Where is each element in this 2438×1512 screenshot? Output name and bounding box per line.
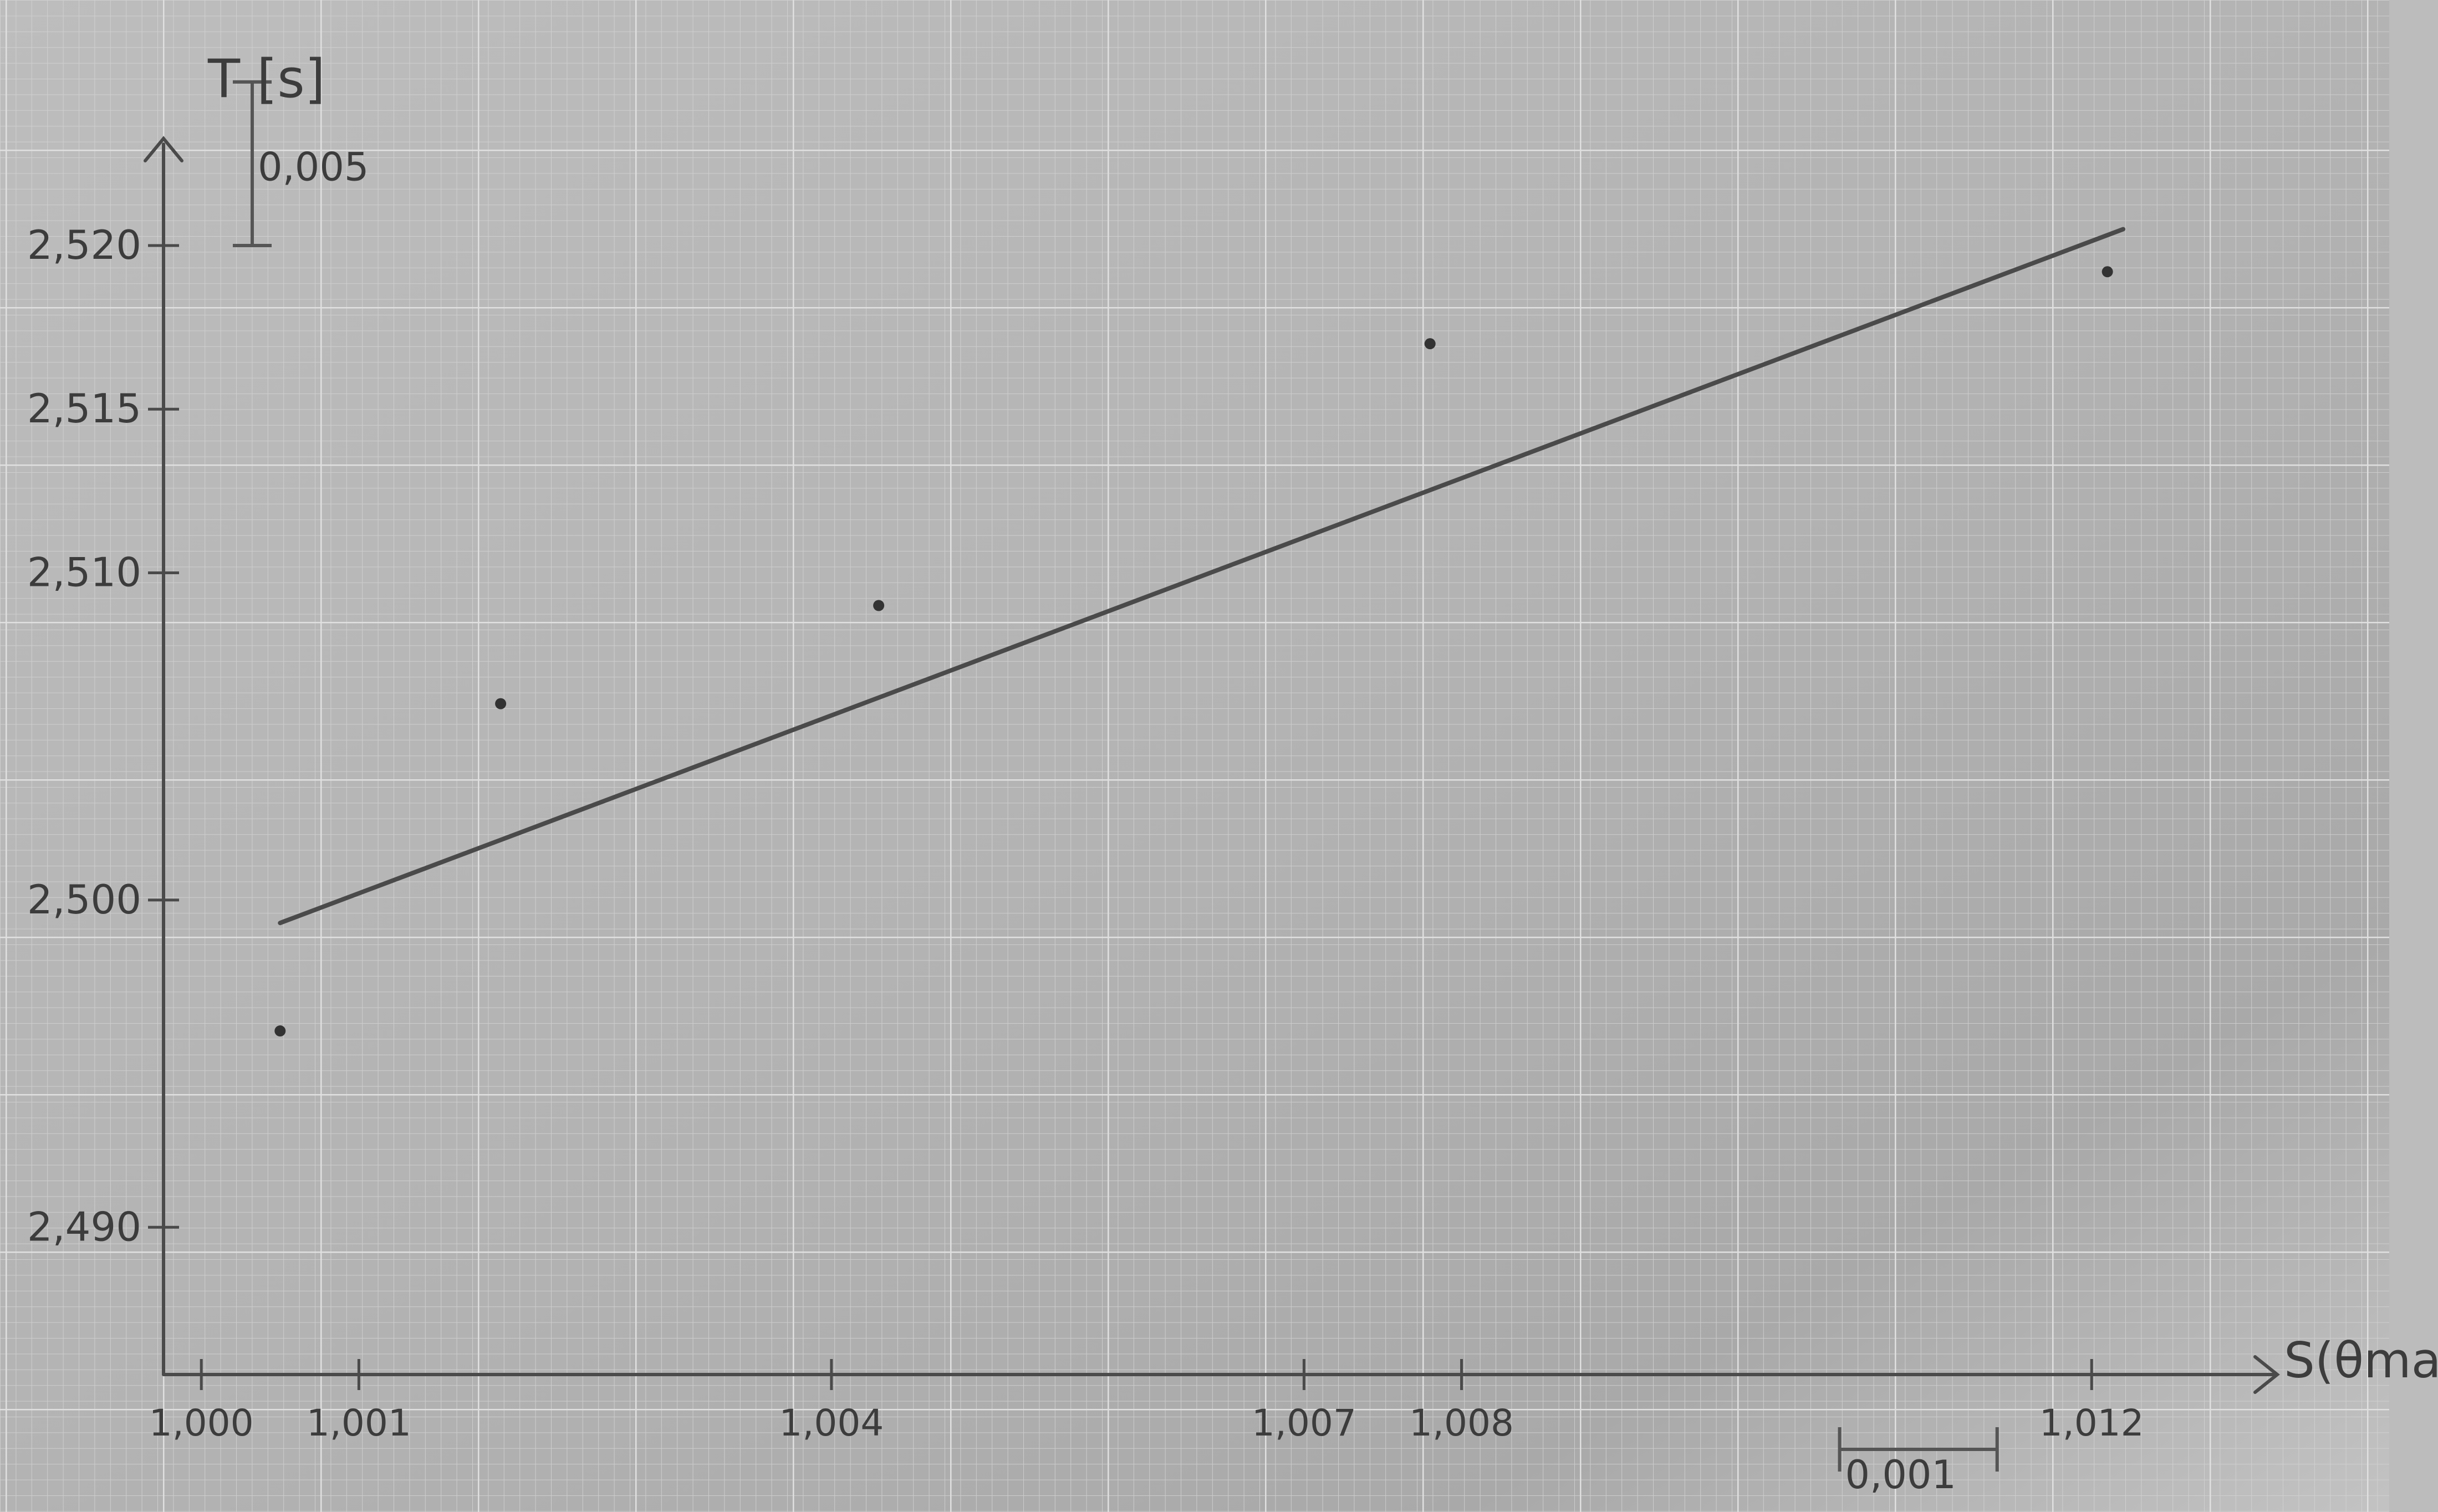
- y-tick-label-1: 2,500: [27, 876, 141, 923]
- y-axis-label: T [s]: [207, 49, 325, 110]
- x-tick-label-5: 1,012: [2039, 1402, 2144, 1444]
- data-point-1: [495, 698, 507, 709]
- fit-line-group: [278, 227, 2126, 926]
- data-points: [274, 266, 2113, 1037]
- x-tick-label-2: 1,004: [779, 1402, 884, 1444]
- data-point-2: [873, 600, 885, 611]
- y-tick-label-2: 2,510: [27, 549, 141, 595]
- y-tick-label-0: 2,490: [27, 1203, 141, 1250]
- x-tick-label-0: 1,000: [149, 1402, 254, 1444]
- x-tick-label-4: 1,008: [1409, 1402, 1514, 1444]
- fit-line: [278, 227, 2126, 926]
- x-tick-label-3: 1,007: [1252, 1402, 1356, 1444]
- x-axis-arrow: [2253, 1355, 2280, 1394]
- scale-bar-x: [1838, 1427, 1999, 1472]
- axis-tick-labels: 1,000 1,001 1,004 1,007 1,008 1,012 2,490 2,500…: [27, 222, 2144, 1444]
- data-point-4: [2102, 266, 2113, 278]
- scale-bar-y: [233, 80, 272, 248]
- axis-ticks: [148, 244, 2093, 1390]
- y-tick-label-4: 2,520: [27, 222, 141, 268]
- axes: [144, 136, 2280, 1394]
- major-grid: [0, 0, 2389, 1512]
- data-point-0: [274, 1025, 286, 1037]
- data-point-3: [1424, 338, 1436, 350]
- y-tick-label-3: 2,515: [27, 385, 141, 432]
- scale-bar-label-x: 0,001: [1845, 1452, 1956, 1498]
- x-tick-label-1: 1,001: [307, 1402, 411, 1444]
- y-axis-arrow: [144, 136, 183, 162]
- scale-bar-label-y: 0,005: [258, 144, 369, 190]
- paper-edge: [2389, 0, 2438, 1512]
- x-axis-label: S(θmax): [2284, 1332, 2438, 1389]
- scale-bars: 0,005 0,001: [233, 80, 1999, 1498]
